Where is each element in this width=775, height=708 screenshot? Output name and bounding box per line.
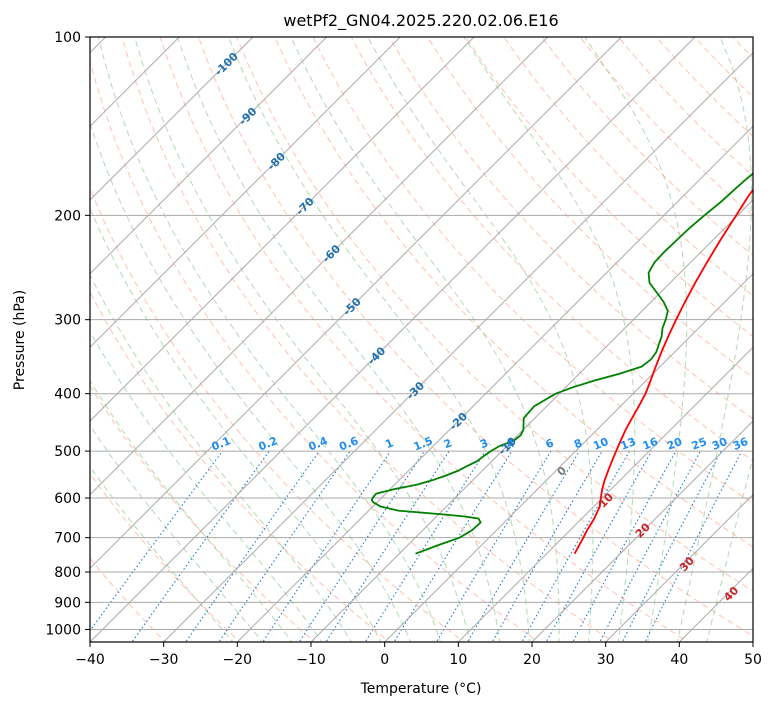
isotherm-line bbox=[383, 272, 753, 642]
plot-area: 0.1 0.2 0.4 0.6 1 1.5 2 3 4 6 8 10 13 16 20 25 30 36-100-… bbox=[90, 37, 753, 642]
x-axis: −40 −30 −20 −10 0 10 20 30 40 50 bbox=[75, 642, 762, 668]
mixing-ratio-label: 1 bbox=[383, 436, 395, 451]
mixing-ratio-label: 16 bbox=[641, 435, 660, 453]
mixing-ratio-label: 25 bbox=[690, 435, 709, 453]
isotherm-line bbox=[90, 37, 475, 422]
x-tick-label: 50 bbox=[744, 652, 762, 668]
isotherm-line bbox=[90, 37, 549, 496]
y-tick-label: 300 bbox=[54, 313, 81, 329]
dry-adiabat-line bbox=[350, 37, 753, 462]
y-tick-label: 700 bbox=[54, 531, 81, 547]
chart-title: wetPf2_GN04.2025.220.02.06.E16 bbox=[283, 11, 558, 31]
x-tick-label: 0 bbox=[380, 652, 389, 668]
mixing-ratio-label: 10 bbox=[591, 435, 610, 453]
dry-adiabat-line bbox=[159, 37, 690, 642]
y-tick-label: 900 bbox=[54, 595, 81, 611]
y-axis: 100 200 300 400 500 600 700 800 900 1000 bbox=[45, 30, 90, 638]
dry-adiabat-line bbox=[312, 37, 753, 505]
isotherm-line bbox=[90, 37, 623, 570]
isotherm-line bbox=[162, 51, 753, 642]
dry-adiabat-line bbox=[236, 37, 753, 592]
x-tick-label: 30 bbox=[597, 652, 615, 668]
plot-frame bbox=[89, 36, 754, 643]
mixing-ratio-label: 20 bbox=[665, 435, 684, 453]
x-tick-label: −10 bbox=[296, 652, 326, 668]
isotherm-line bbox=[236, 125, 753, 642]
isotherm-line bbox=[457, 346, 753, 642]
mixing-ratio-label: 2 bbox=[442, 436, 454, 451]
y-axis-label: Pressure (hPa) bbox=[12, 290, 28, 390]
y-tick-label: 400 bbox=[54, 387, 81, 403]
isotherm-line bbox=[531, 420, 753, 642]
dry-adiabat-line bbox=[388, 37, 753, 420]
x-tick-label: 10 bbox=[449, 652, 467, 668]
isotherm-line bbox=[90, 37, 254, 201]
isotherm-line bbox=[90, 37, 402, 349]
dry-adiabat-line bbox=[426, 37, 753, 378]
dry-adiabat-line bbox=[90, 186, 465, 642]
isotherm-line bbox=[90, 37, 696, 642]
mixing-ratio-label: 36 bbox=[731, 435, 750, 453]
dewpoint-profile-line bbox=[370, 172, 753, 555]
x-axis-label: Temperature (°C) bbox=[360, 681, 482, 697]
y-tick-label: 600 bbox=[54, 491, 81, 507]
mixing-ratio-label: 8 bbox=[572, 436, 584, 451]
dry-adiabat-line bbox=[274, 37, 753, 548]
moist-adiabat-line bbox=[90, 206, 382, 642]
isotherm-line bbox=[310, 199, 753, 642]
temperature-profile-line bbox=[573, 188, 753, 555]
y-tick-label: 200 bbox=[54, 208, 81, 224]
isotherm-line bbox=[90, 37, 328, 275]
x-tick-label: −20 bbox=[223, 652, 253, 668]
mixing-ratio-label: 30 bbox=[710, 435, 729, 453]
mixing-ratio-label: 13 bbox=[619, 435, 638, 453]
x-tick-label: 20 bbox=[523, 652, 541, 668]
mixing-ratio-label: 3 bbox=[478, 436, 490, 451]
moist-adiabat-line bbox=[90, 121, 412, 642]
x-tick-label: −40 bbox=[75, 652, 105, 668]
isotherm-line bbox=[604, 493, 753, 642]
x-tick-label: 40 bbox=[670, 652, 688, 668]
y-tick-label: 1000 bbox=[45, 622, 81, 638]
y-tick-label: 100 bbox=[54, 30, 81, 46]
y-tick-label: 800 bbox=[54, 565, 81, 581]
dry-adiabat-line bbox=[198, 37, 753, 637]
x-tick-label: −30 bbox=[149, 652, 179, 668]
y-tick-label: 500 bbox=[54, 444, 81, 460]
